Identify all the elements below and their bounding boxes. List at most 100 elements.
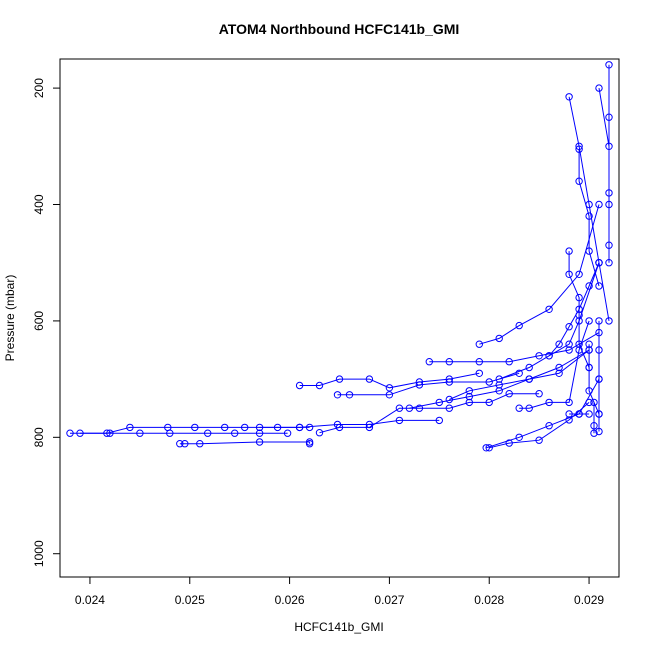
data-point xyxy=(595,200,603,209)
data-point xyxy=(605,317,613,325)
data-point xyxy=(575,311,583,319)
data-series xyxy=(590,398,598,437)
data-point xyxy=(565,340,573,348)
data-series xyxy=(475,200,603,348)
x-tick-label: 0.027 xyxy=(374,593,404,607)
data-point xyxy=(515,404,523,412)
data-point xyxy=(545,422,553,430)
data-point xyxy=(605,113,613,121)
data-point xyxy=(595,375,603,383)
data-layer xyxy=(66,61,613,452)
data-point xyxy=(66,429,74,437)
data-series xyxy=(315,390,543,437)
data-point xyxy=(585,410,593,418)
data-point xyxy=(465,392,473,401)
data-point xyxy=(585,247,593,255)
data-point xyxy=(545,305,553,313)
data-point xyxy=(590,398,598,407)
y-tick-label: 600 xyxy=(32,311,46,331)
data-point xyxy=(585,282,593,290)
data-point xyxy=(585,212,593,220)
data-point xyxy=(565,323,573,331)
data-point xyxy=(176,440,184,448)
series-line xyxy=(409,349,590,409)
series-line xyxy=(259,419,440,428)
data-point xyxy=(335,423,344,432)
data-point xyxy=(555,340,563,348)
data-point xyxy=(605,259,613,267)
data-point xyxy=(315,381,324,390)
data-point xyxy=(283,429,292,437)
data-point xyxy=(605,241,613,249)
series-line xyxy=(179,441,311,445)
x-tick-label: 0.028 xyxy=(474,593,504,607)
data-point xyxy=(595,317,603,325)
x-tick-label: 0.024 xyxy=(75,593,105,607)
series-line xyxy=(588,344,600,432)
y-axis: 200 400 600 800 1000 xyxy=(32,78,61,567)
data-point xyxy=(565,93,573,101)
data-point xyxy=(295,423,304,432)
data-point xyxy=(475,358,483,366)
data-series xyxy=(333,369,523,399)
data-point xyxy=(495,375,503,383)
data-series xyxy=(565,93,613,325)
x-axis: 0.024 0.025 0.026 0.027 0.028 0.029 xyxy=(75,576,604,607)
data-point xyxy=(333,391,342,399)
data-point xyxy=(136,429,144,437)
data-point xyxy=(385,391,394,399)
data-point xyxy=(415,404,424,412)
data-point xyxy=(495,334,503,343)
data-point xyxy=(465,398,473,407)
data-point xyxy=(505,390,513,398)
data-point xyxy=(385,384,394,392)
data-point xyxy=(485,378,493,386)
data-point xyxy=(415,381,424,389)
data-point xyxy=(445,404,453,412)
data-point xyxy=(595,259,603,267)
data-point xyxy=(395,404,404,412)
chart-title: ATOM4 Northbound HCFC141b_GMI xyxy=(219,21,460,37)
series-line xyxy=(519,320,590,409)
data-point xyxy=(126,423,134,432)
data-point xyxy=(106,429,114,437)
data-point xyxy=(345,391,354,399)
data-point xyxy=(295,381,304,390)
data-point xyxy=(315,429,324,437)
data-point xyxy=(445,395,453,404)
data-point xyxy=(515,321,523,330)
data-point xyxy=(241,423,249,432)
data-point xyxy=(535,390,543,398)
data-point xyxy=(485,444,493,452)
data-point xyxy=(166,429,174,437)
data-point xyxy=(475,369,483,377)
series-line xyxy=(499,262,600,380)
data-point xyxy=(535,436,543,444)
x-axis-label: HCFC141b_GMI xyxy=(294,620,383,634)
data-point xyxy=(204,429,212,437)
x-tick-label: 0.025 xyxy=(175,593,205,607)
series-line xyxy=(429,332,600,363)
data-series xyxy=(515,317,593,412)
data-point xyxy=(555,369,563,377)
data-point xyxy=(305,423,314,432)
data-point xyxy=(475,340,483,348)
data-point xyxy=(525,375,533,383)
x-tick-label: 0.026 xyxy=(275,593,305,607)
data-point xyxy=(545,352,553,360)
series-line xyxy=(319,393,540,434)
data-point xyxy=(196,440,204,448)
data-point xyxy=(515,369,523,377)
data-point xyxy=(555,363,563,372)
data-point xyxy=(485,398,493,407)
y-tick-label: 1000 xyxy=(32,540,46,567)
data-point xyxy=(255,438,264,446)
data-point xyxy=(585,317,593,325)
data-point xyxy=(595,346,603,354)
data-point xyxy=(255,423,264,432)
data-point xyxy=(191,423,199,432)
data-point xyxy=(585,363,593,372)
data-point xyxy=(535,352,543,360)
data-point xyxy=(231,429,239,437)
